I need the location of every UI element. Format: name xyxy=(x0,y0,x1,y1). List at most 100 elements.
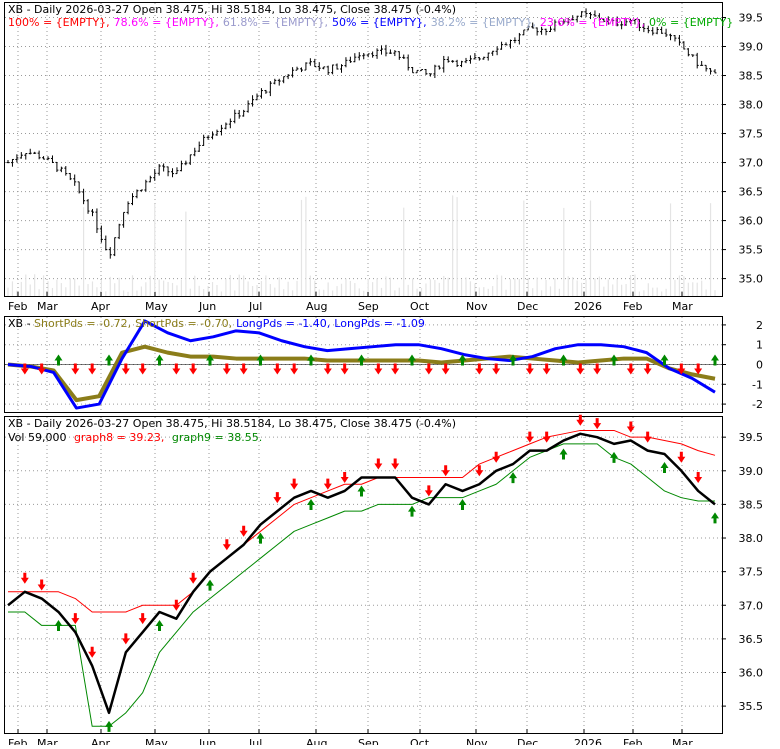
volume-bar xyxy=(398,287,400,296)
sell-arrow xyxy=(525,363,534,375)
y-tick-label: 38.5 xyxy=(739,498,764,511)
sell-arrow xyxy=(37,579,46,591)
x-tick-label: 2026 xyxy=(574,300,602,313)
x-tick-label: Jul xyxy=(248,737,262,745)
x-tick-label: Aug xyxy=(306,300,327,313)
x-tick-label: Feb xyxy=(8,300,27,313)
buy-arrow xyxy=(509,472,517,484)
volume-bar xyxy=(238,274,240,296)
volume-bars xyxy=(7,195,716,296)
volume-bar xyxy=(189,288,191,296)
y-tick-label: 36.0 xyxy=(739,215,764,228)
sell-arrow xyxy=(441,363,450,375)
volume-bar xyxy=(683,276,685,296)
buy-arrow xyxy=(256,532,265,544)
volume-bar xyxy=(380,287,383,296)
sell-arrow xyxy=(340,471,349,483)
buy-arrow xyxy=(660,461,669,473)
x-tick-label: Feb xyxy=(623,737,642,745)
volume-bar xyxy=(109,276,111,296)
x-tick-label: Sep xyxy=(358,300,379,313)
volume-bar xyxy=(211,282,214,296)
volume-bar xyxy=(389,277,392,296)
sell-arrow xyxy=(88,646,97,658)
volume-bar xyxy=(87,284,89,296)
volume-bar xyxy=(412,278,414,296)
volume-bar xyxy=(500,275,503,296)
sell-arrow xyxy=(576,414,585,426)
volume-bar xyxy=(216,284,218,296)
price-panel-frame xyxy=(4,2,723,297)
sell-arrow xyxy=(391,458,400,470)
volume-bar xyxy=(29,284,31,296)
x-tick-label: Mar xyxy=(37,300,58,313)
buy-arrow xyxy=(155,619,164,631)
volume-bar xyxy=(345,278,347,296)
volume-bar xyxy=(554,278,556,296)
y-tick-label: 39.5 xyxy=(739,431,764,444)
volume-bar xyxy=(625,283,627,296)
volume-bar xyxy=(598,276,600,296)
sell-arrow xyxy=(239,525,248,537)
volume-bar xyxy=(140,286,142,296)
volume-bar xyxy=(407,284,409,296)
volume-bar xyxy=(123,290,125,296)
buy-arrow xyxy=(105,720,113,732)
volume-bar xyxy=(358,288,360,296)
fib-label: 23.6% = {EMPTY}, xyxy=(540,16,645,29)
volume-bar xyxy=(612,284,614,296)
x-tick-label: Jul xyxy=(248,300,262,313)
volume-bar xyxy=(705,289,707,296)
sell-arrow xyxy=(273,492,282,504)
volume-bar xyxy=(714,290,716,296)
volume-bar xyxy=(234,290,236,296)
volume-bar xyxy=(456,197,458,296)
y-tick-label: 35.5 xyxy=(739,244,764,257)
buy-arrow xyxy=(559,354,568,366)
sell-arrow xyxy=(593,363,602,375)
price-y-axis: 35.0 35.5 36.0 36.5 37.0 37.5 38.0 38.5 39.0 39.5 xyxy=(722,12,763,286)
volume-bar xyxy=(540,290,543,296)
volume-bar xyxy=(634,274,636,296)
volume-bar xyxy=(220,291,223,296)
fib-levels-legend: 100% = {EMPTY}, 78.6% = {EMPTY}, 61.8% = {… xyxy=(8,16,733,29)
volume-bar xyxy=(674,279,676,296)
graph8-label: graph8 = 39.23, xyxy=(74,431,164,444)
x-tick-label: Mar xyxy=(672,737,693,745)
sell-arrow xyxy=(694,363,703,375)
volume-bar xyxy=(145,282,147,296)
buy-arrow xyxy=(660,354,669,366)
buy-arrow xyxy=(307,354,315,366)
y-tick-label: 36.5 xyxy=(739,186,764,199)
sell-arrow xyxy=(71,363,80,375)
sell-arrow xyxy=(71,613,80,625)
volume-bar xyxy=(114,283,116,296)
buy-arrow xyxy=(610,451,618,463)
x-tick-label: May xyxy=(145,300,168,313)
y-tick-label: 39.5 xyxy=(739,12,764,25)
volume-bar xyxy=(305,196,307,296)
volume-bar xyxy=(158,279,160,296)
graph9-label: graph9 = 38.55. xyxy=(172,431,262,444)
volume-bar xyxy=(118,277,120,296)
y-tick-label: 37.0 xyxy=(739,157,764,170)
x-tick-label: Aug xyxy=(306,737,327,745)
signal-panel-frame xyxy=(4,416,723,734)
volume-bar xyxy=(616,279,618,296)
y-tick-label: 37.0 xyxy=(739,599,764,612)
y-tick-label: -1 xyxy=(752,378,763,391)
volume-bar xyxy=(496,274,498,296)
sell-arrow xyxy=(643,431,652,443)
long-pds-line xyxy=(7,319,716,410)
sell-arrow xyxy=(441,465,450,477)
volume-bar xyxy=(265,275,267,296)
buy-arrow xyxy=(307,498,315,510)
volume-label: Vol 59,000 xyxy=(8,431,66,444)
volume-bar xyxy=(692,282,694,296)
signal-grid xyxy=(5,417,722,733)
volume-bar xyxy=(7,287,9,296)
volume-bar xyxy=(469,281,472,296)
y-tick-label: 1 xyxy=(756,339,763,352)
